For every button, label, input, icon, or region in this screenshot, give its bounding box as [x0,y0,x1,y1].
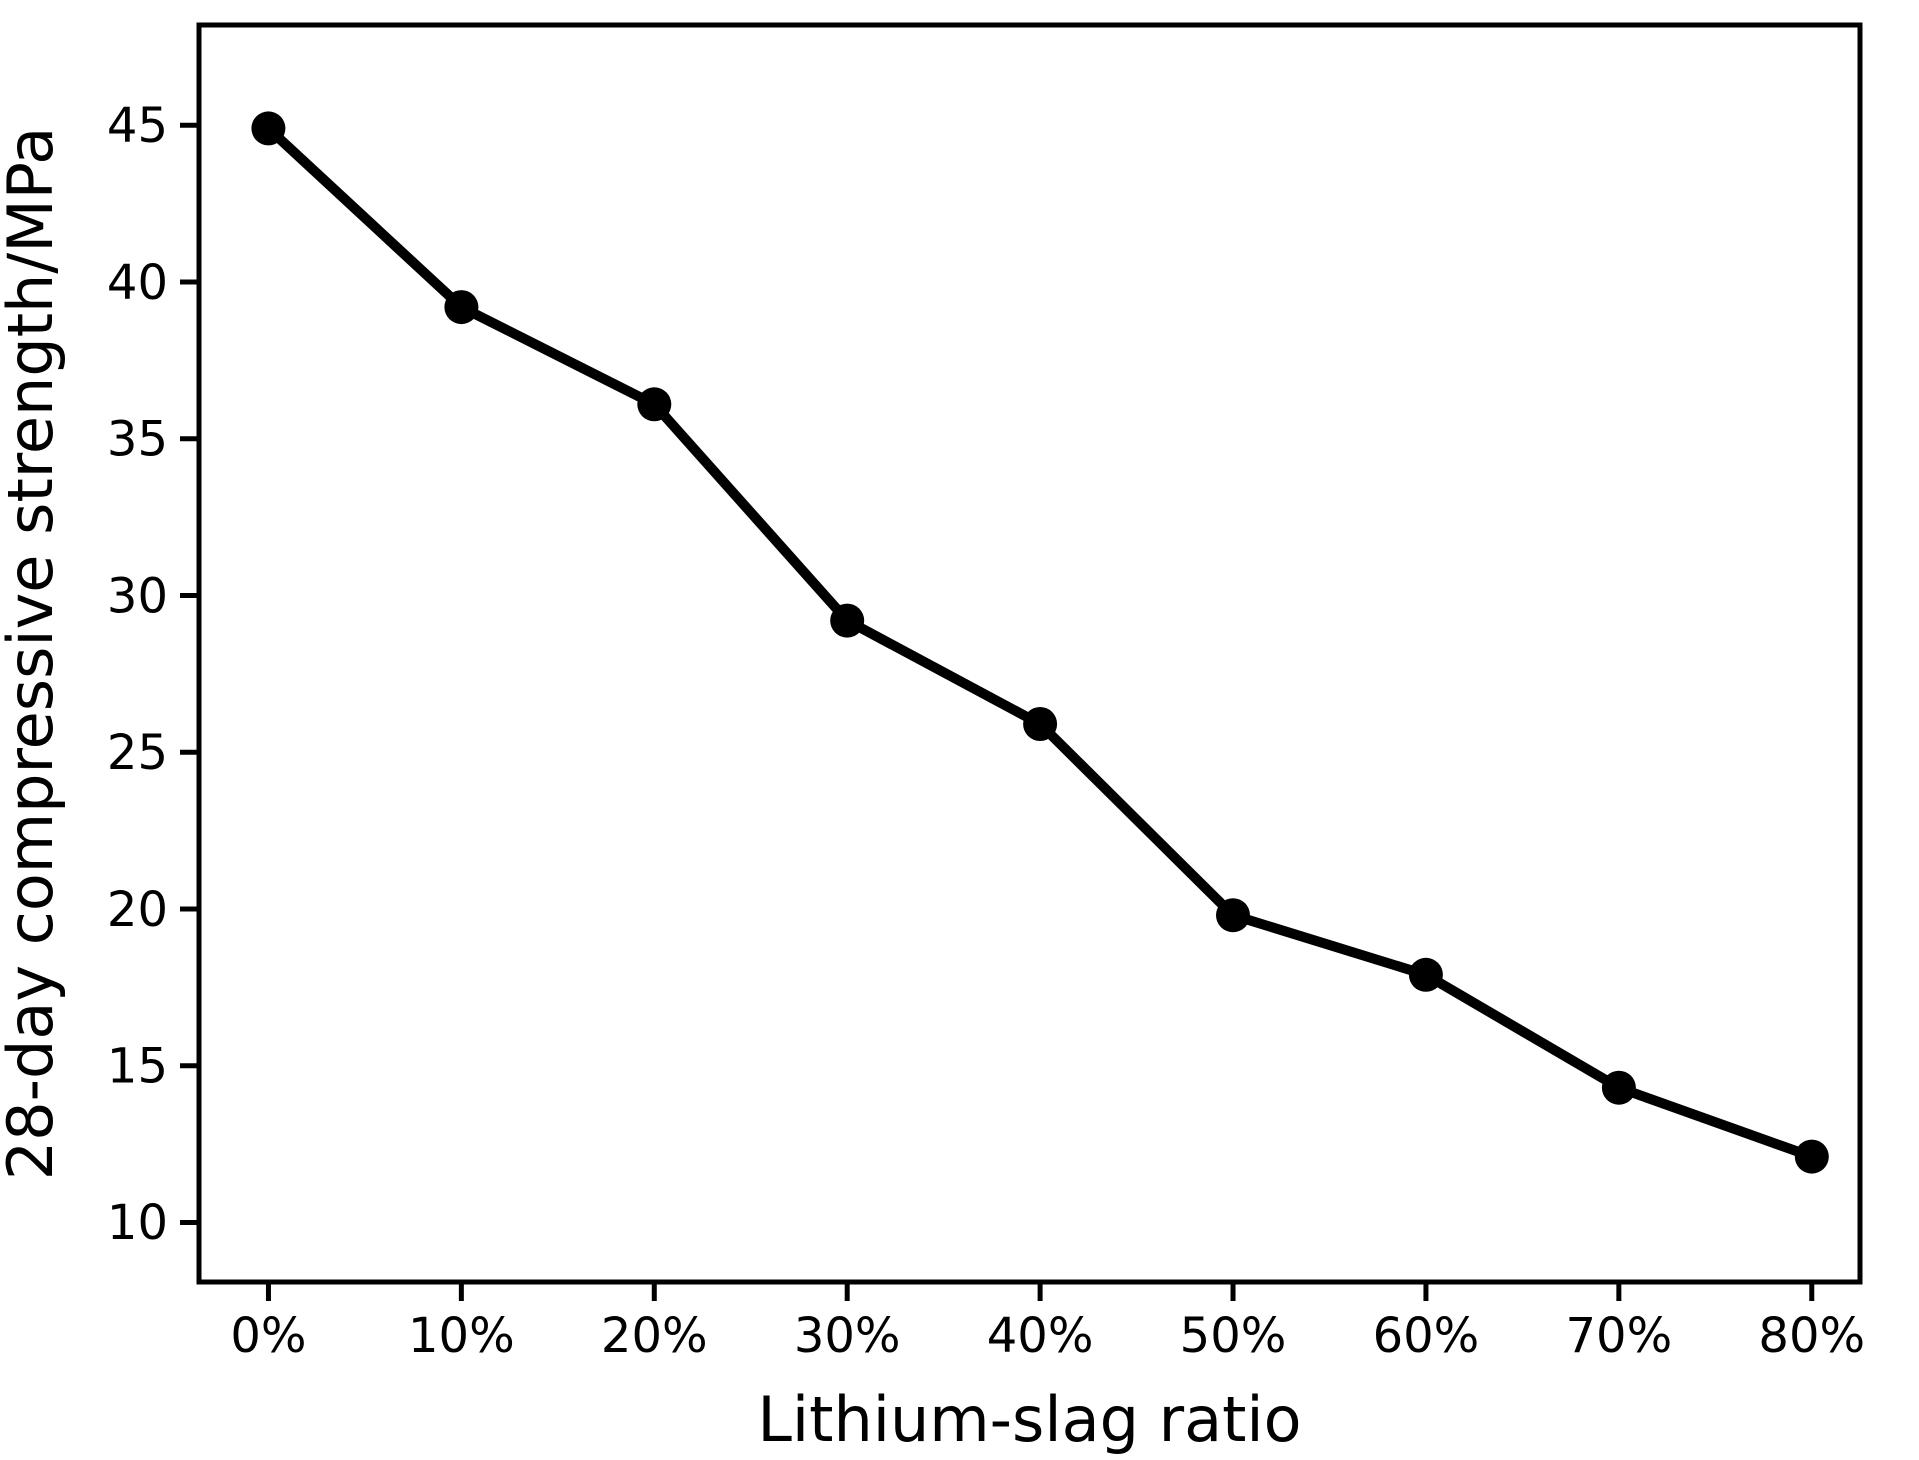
x-tick-label: 0% [230,1308,306,1364]
x-axis-title: Lithium-slag ratio [757,1383,1301,1456]
data-point-marker [1601,1070,1636,1105]
x-tick-label: 40% [987,1308,1094,1364]
x-tick-label: 50% [1180,1308,1287,1364]
y-tick-label: 20 [107,882,168,938]
data-point-marker [1216,898,1250,933]
y-tick-label: 15 [107,1039,168,1095]
x-tick-label: 80% [1758,1308,1865,1364]
plot-border [196,22,1863,1285]
data-point-marker [251,111,286,146]
data-point-marker [830,603,865,638]
y-tick-label: 10 [107,1195,168,1251]
x-tick-label: 10% [408,1308,515,1364]
data-series [251,111,1829,1174]
data-point-marker [444,290,479,325]
y-tick-label: 25 [107,725,168,781]
data-point-marker [1408,957,1443,992]
y-axis: 10 15 20 25 30 35 40 45 [107,98,199,1251]
y-tick-label: 30 [107,568,168,624]
x-axis: 0% 10% 20% 30% 40% 50% 60% 70% 80% [230,1282,1865,1364]
x-tick-label: 60% [1373,1308,1480,1364]
y-tick-label: 45 [107,98,168,154]
y-tick-label: 35 [107,412,168,468]
x-tick-label: 20% [601,1308,708,1364]
data-point-marker [637,387,672,422]
data-line [263,123,1817,1162]
data-point-marker [1794,1139,1829,1174]
plot-area-frame [196,22,1863,1285]
y-axis-title: 28-day compressive strength/MPa [0,127,67,1181]
x-tick-label: 30% [794,1308,901,1364]
x-tick-label: 70% [1566,1308,1673,1364]
y-tick-label: 40 [107,255,168,311]
data-point-marker [1023,707,1058,741]
